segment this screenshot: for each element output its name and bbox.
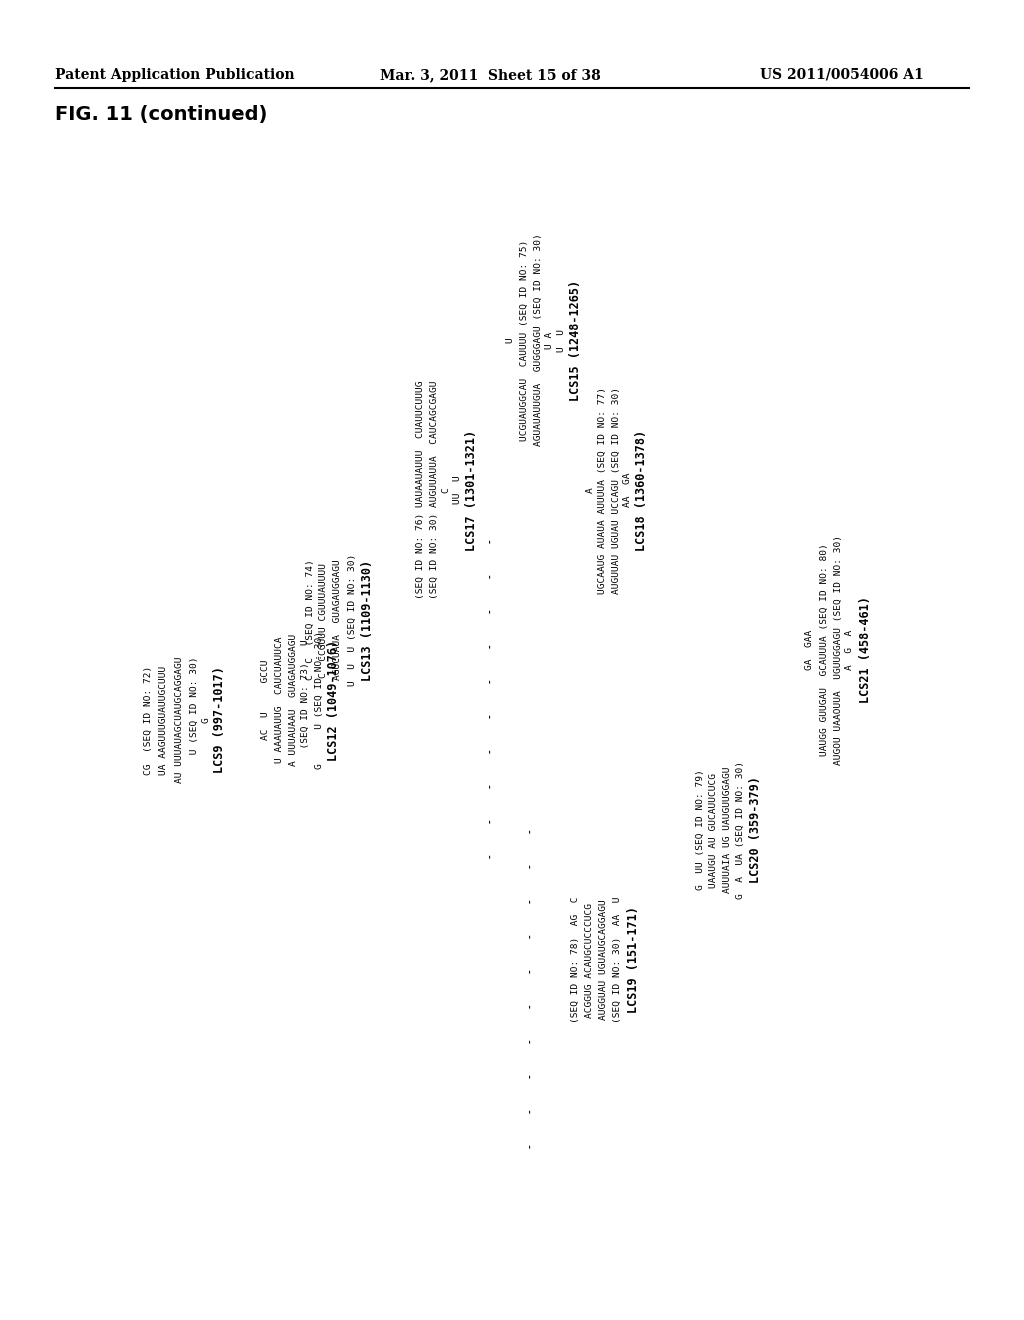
Text: -: - [485, 642, 495, 648]
Text: -: - [485, 537, 495, 543]
Text: -: - [525, 1142, 535, 1148]
Text: AUGGUAU UGUAUGCAGGAGU: AUGGUAU UGUAUGCAGGAGU [598, 900, 607, 1020]
Text: UCGUAUGGCAU  CAUUUU (SEQ ID NO: 75): UCGUAUGGCAU CAUUUU (SEQ ID NO: 75) [519, 239, 528, 441]
Text: -: - [485, 747, 495, 752]
Text: A UUUAUAAU  GUAGAUGGAGU: A UUUAUAAU GUAGAUGGAGU [289, 634, 298, 766]
Text: -: - [525, 1038, 535, 1043]
Text: UAAUGU AU GUCAUUCUCG: UAAUGU AU GUCAUUCUCG [710, 772, 719, 887]
Text: C: C [441, 487, 451, 492]
Text: AGUCUAUA  GUAGAUGGAGU: AGUCUAUA GUAGAUGGAGU [334, 560, 342, 680]
Text: FIG. 11 (continued): FIG. 11 (continued) [55, 106, 267, 124]
Text: -: - [485, 572, 495, 578]
Text: UGCAAUG AUAUA AUUUUA (SEQ ID NO: 77): UGCAAUG AUAUA AUUUUA (SEQ ID NO: 77) [597, 387, 606, 594]
Text: -: - [525, 1107, 535, 1113]
Text: -: - [525, 932, 535, 939]
Text: (SEQ ID NO: 76) UAUAAUAUUU  CUAUUCUUUG: (SEQ ID NO: 76) UAUAAUAUUU CUAUUCUUUG [416, 380, 425, 599]
Text: AGUAUAUUGUA  GUGGGAGU (SEQ ID NO: 30): AGUAUAUUGUA GUGGGAGU (SEQ ID NO: 30) [534, 234, 543, 446]
Text: G  UU (SEQ ID NO: 79): G UU (SEQ ID NO: 79) [695, 770, 705, 891]
Text: G: G [202, 717, 211, 723]
Text: -: - [525, 1072, 535, 1078]
Text: LCS9 (997-1017): LCS9 (997-1017) [213, 667, 226, 774]
Text: LCS19 (151-171): LCS19 (151-171) [627, 907, 640, 1014]
Text: C  C  (SEQ ID NO: 74): C C (SEQ ID NO: 74) [305, 560, 314, 680]
Text: G      U (SEQ ID NO: 30): G U (SEQ ID NO: 30) [314, 631, 324, 770]
Text: -: - [525, 1002, 535, 1008]
Text: UAUGG GUUGAU  GCAUUUA (SEQ ID NO: 80): UAUGG GUUGAU GCAUUUA (SEQ ID NO: 80) [819, 544, 828, 756]
Text: C  CCGUUU CGUUUAUUUU: C CCGUUU CGUUUAUUUU [319, 562, 329, 677]
Text: LCS20 (359-379): LCS20 (359-379) [750, 776, 763, 883]
Text: U: U [506, 337, 514, 343]
Text: LCS13 (1109-1130): LCS13 (1109-1130) [361, 560, 375, 681]
Text: -: - [485, 853, 495, 858]
Text: LCS15 (1248-1265): LCS15 (1248-1265) [569, 280, 583, 400]
Text: -: - [485, 817, 495, 822]
Text: -: - [525, 968, 535, 973]
Text: -: - [485, 677, 495, 682]
Text: A  G  A: A G A [846, 630, 854, 671]
Text: U  U  U (SEQ ID NO: 30): U U U (SEQ ID NO: 30) [347, 554, 356, 686]
Text: LCS21 (458-461): LCS21 (458-461) [859, 597, 872, 704]
Text: LCS12 (1049-1076): LCS12 (1049-1076) [327, 639, 340, 760]
Text: LCS17 (1301-1321): LCS17 (1301-1321) [466, 429, 478, 550]
Text: UA AAGUUUGUAUUGCUUU: UA AAGUUUGUAUUGCUUU [160, 665, 169, 775]
Text: AU UUUAUAGCUAUGCAGGAGU: AU UUUAUAGCUAUGCAGGAGU [175, 657, 184, 783]
Text: -: - [525, 898, 535, 903]
Text: -: - [485, 607, 495, 612]
Text: (SEQ ID NO: 73)   U: (SEQ ID NO: 73) U [300, 640, 309, 760]
Text: -: - [485, 783, 495, 788]
Text: Mar. 3, 2011  Sheet 15 of 38: Mar. 3, 2011 Sheet 15 of 38 [380, 69, 601, 82]
Text: A: A [586, 487, 595, 492]
Text: -: - [485, 711, 495, 718]
Text: -: - [525, 862, 535, 867]
Text: LCS18 (1360-1378): LCS18 (1360-1378) [636, 429, 648, 550]
Text: AUGUUAU UGUAU UCCAGU (SEQ ID NO: 30): AUGUUAU UGUAU UCCAGU (SEQ ID NO: 30) [611, 387, 621, 594]
Text: (SEQ ID NO: 30) AUGUUAUUA  CAUCAGCGAGU: (SEQ ID NO: 30) AUGUUAUUA CAUCAGCGAGU [429, 380, 438, 599]
Text: ACGGUG ACAUGCUCCCUCG: ACGGUG ACAUGCUCCCUCG [585, 903, 594, 1018]
Text: CG  (SEQ ID NO: 72): CG (SEQ ID NO: 72) [143, 665, 153, 775]
Text: AC  U     GCCU: AC U GCCU [260, 660, 269, 741]
Text: GA  GAA: GA GAA [806, 630, 814, 671]
Text: UU  U: UU U [454, 475, 463, 504]
Text: U A: U A [546, 331, 555, 348]
Text: U (SEQ ID NO: 30): U (SEQ ID NO: 30) [189, 657, 199, 783]
Text: AUGOU UAAOUUA  UGUUGGAGU (SEQ ID NO: 30): AUGOU UAAOUUA UGUUGGAGU (SEQ ID NO: 30) [834, 535, 843, 766]
Text: (SEQ ID NO: 78)  AG  C: (SEQ ID NO: 78) AG C [570, 896, 580, 1023]
Text: AUUUAIA UG UAUGUUGGAGU: AUUUAIA UG UAUGUUGGAGU [724, 767, 732, 894]
Text: U  U: U U [557, 329, 566, 351]
Text: U AAAUAUUG  CAUCUAUUCA: U AAAUAUUG CAUCUAUUCA [274, 636, 284, 763]
Text: (SEQ ID NO: 30)  AA  U: (SEQ ID NO: 30) AA U [612, 896, 622, 1023]
Text: US 2011/0054006 A1: US 2011/0054006 A1 [760, 69, 924, 82]
Text: -: - [525, 828, 535, 833]
Text: Patent Application Publication: Patent Application Publication [55, 69, 295, 82]
Text: G  A  UA (SEQ ID NO: 30): G A UA (SEQ ID NO: 30) [735, 762, 744, 899]
Text: AA  GA: AA GA [624, 473, 633, 507]
